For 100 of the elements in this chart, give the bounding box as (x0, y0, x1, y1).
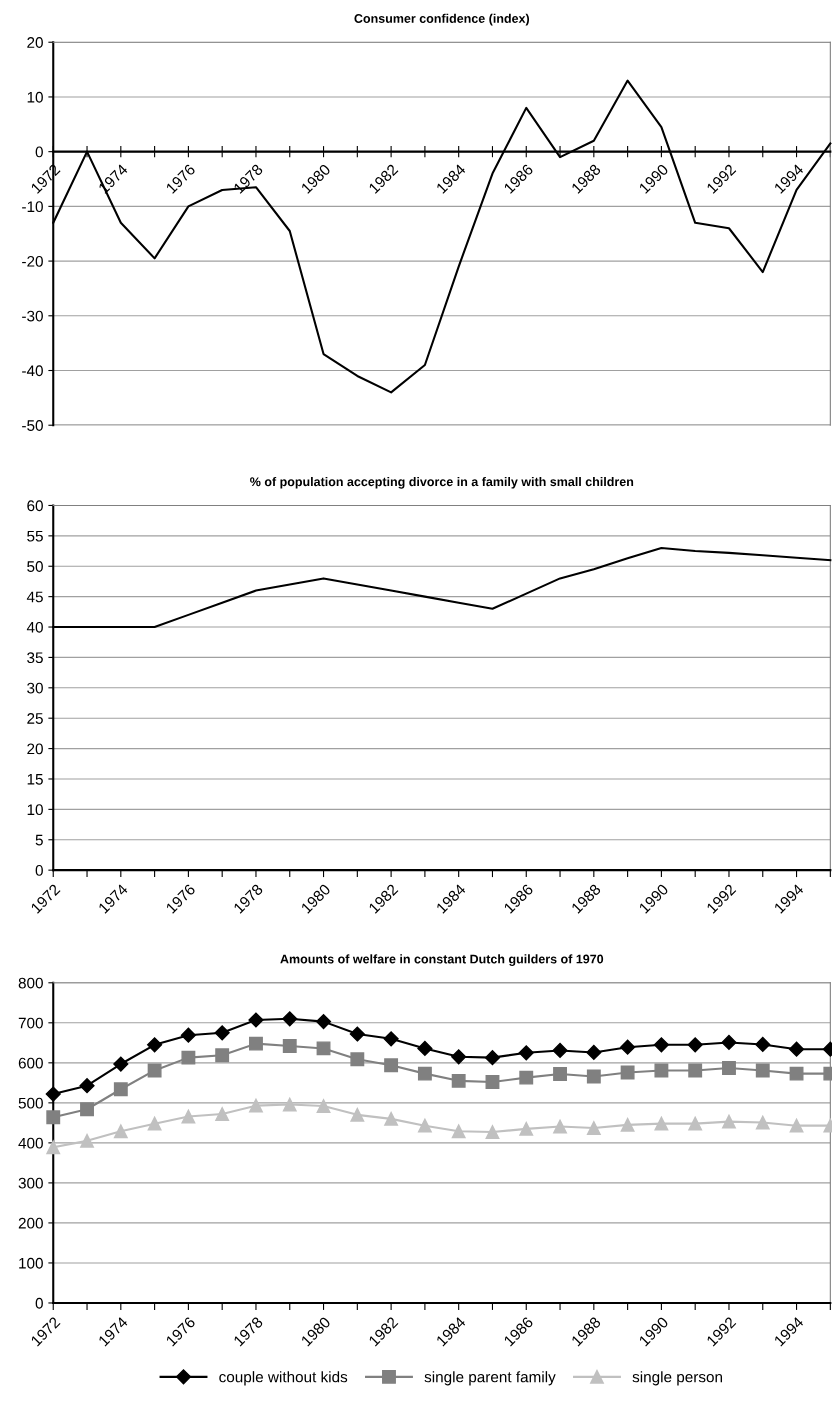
point (282, 1011, 298, 1027)
point (451, 1049, 467, 1065)
y-tick-label: 0 (35, 865, 43, 876)
point (350, 1052, 365, 1067)
y-tick-label: 10 (27, 91, 43, 103)
point (451, 1124, 466, 1139)
point (586, 1044, 602, 1060)
point (417, 1066, 432, 1081)
y-tick-label: 20 (27, 37, 43, 48)
point (620, 1039, 636, 1055)
point (417, 1118, 432, 1133)
point (552, 1042, 568, 1058)
point (383, 1031, 399, 1047)
point (350, 1107, 365, 1122)
y-tick-label: 60 (27, 500, 43, 512)
point (553, 1067, 567, 1081)
point (586, 1121, 601, 1136)
point (586, 1069, 601, 1084)
y-tick-label: 0 (35, 146, 43, 158)
y-tick-label: 400 (18, 1137, 43, 1149)
point (80, 1133, 94, 1148)
point (519, 1121, 534, 1136)
point (519, 1070, 534, 1085)
point (755, 1115, 770, 1130)
point (113, 1124, 128, 1139)
legend-label: single parent family (424, 1371, 556, 1386)
point (46, 1110, 61, 1125)
point (215, 1107, 230, 1122)
y-tick-label: 20 (27, 743, 43, 755)
y-tick-label: 600 (18, 1057, 43, 1069)
point (215, 1048, 230, 1063)
point (451, 1073, 466, 1088)
point (181, 1109, 196, 1124)
chart-title: Amounts of welfare in constant Dutch guilders of 1970 (280, 954, 604, 966)
y-tick-label: -20 (22, 255, 43, 267)
y-tick-label: 800 (18, 977, 43, 989)
point (282, 1039, 297, 1053)
point (249, 1098, 263, 1113)
point (620, 1117, 635, 1132)
y-tick-label: 40 (26, 621, 43, 633)
chart-title: Consumer confidence (index) (354, 13, 530, 26)
point (315, 1014, 332, 1030)
y-tick-label: -30 (22, 310, 43, 322)
point (46, 1140, 61, 1155)
y-tick-label: 30 (27, 682, 43, 694)
y-tick-label: 25 (27, 713, 43, 724)
point (316, 1041, 331, 1056)
point (147, 1037, 163, 1053)
y-tick-label: 5 (35, 834, 43, 846)
point (484, 1050, 501, 1066)
y-tick-label: 300 (18, 1177, 43, 1189)
y-tick-label: 45 (26, 591, 43, 603)
point (349, 1026, 365, 1042)
point (755, 1063, 770, 1078)
legend-label: couple without kids (219, 1371, 348, 1386)
y-tick-label: -40 (22, 365, 43, 377)
point (755, 1036, 771, 1052)
point (113, 1056, 129, 1072)
point (384, 1058, 399, 1073)
point (485, 1075, 500, 1089)
y-tick-label: 100 (19, 1257, 43, 1269)
point (316, 1099, 331, 1113)
point (248, 1012, 264, 1028)
point (789, 1118, 804, 1133)
point (721, 1034, 737, 1050)
y-tick-label: 0 (35, 1297, 43, 1309)
y-tick-label: 15 (27, 774, 43, 785)
chart-title: % of population accepting divorce in a family with small children (250, 476, 634, 489)
point (688, 1116, 703, 1131)
point (147, 1063, 162, 1078)
point (147, 1116, 162, 1131)
point (789, 1066, 804, 1081)
point (654, 1063, 669, 1078)
point (181, 1050, 196, 1065)
point (180, 1027, 196, 1043)
point (214, 1025, 230, 1041)
point (722, 1061, 736, 1075)
point (687, 1037, 703, 1053)
point (79, 1078, 95, 1094)
y-tick-label: -10 (22, 201, 43, 213)
point (553, 1119, 567, 1134)
point (45, 1086, 61, 1102)
point (485, 1125, 500, 1140)
point (80, 1102, 94, 1117)
point (113, 1082, 128, 1097)
y-tick-label: -50 (22, 420, 43, 431)
point (518, 1045, 534, 1061)
legend-label: single person (632, 1371, 722, 1386)
point (249, 1036, 263, 1051)
y-tick-label: 200 (18, 1217, 43, 1229)
point (654, 1116, 669, 1131)
y-tick-label: 35 (27, 652, 43, 664)
point (282, 1097, 297, 1112)
point (788, 1041, 805, 1057)
point (722, 1114, 736, 1129)
y-tick-label: 500 (18, 1097, 43, 1109)
point (688, 1063, 703, 1078)
y-tick-label: 50 (27, 561, 43, 572)
y-tick-label: 10 (27, 804, 43, 816)
y-tick-label: 700 (18, 1017, 43, 1029)
